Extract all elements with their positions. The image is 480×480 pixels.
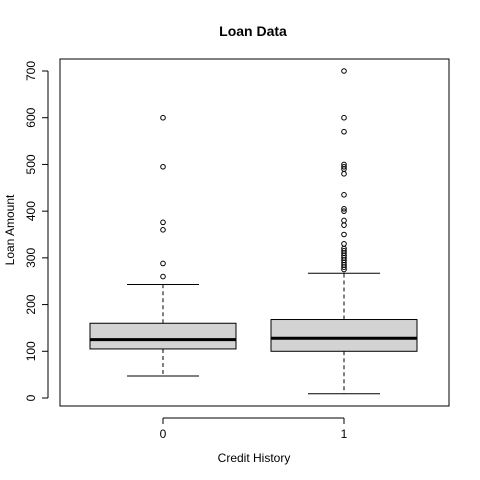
y-tick-label: 700: [24, 61, 38, 81]
outlier-point: [160, 114, 166, 121]
y-tick-label: 300: [24, 248, 38, 268]
y-tick-label: 0: [24, 394, 38, 401]
outlier-point: [160, 227, 166, 233]
outlier-point: [160, 260, 166, 267]
outlier-point: [341, 208, 347, 214]
plot-frame: [59, 58, 450, 407]
x-axis-label: Credit History: [218, 451, 291, 465]
y-tick-label: 400: [24, 201, 38, 221]
outlier-point: [341, 170, 347, 177]
outlier-point: [341, 231, 347, 238]
outlier-point: [341, 114, 347, 121]
outlier-point: [341, 206, 347, 212]
outlier-point: [341, 241, 347, 247]
outlier-point: [341, 163, 347, 170]
outlier-point: [341, 68, 347, 74]
outlier-point: [341, 222, 347, 228]
outlier-point: [341, 191, 347, 198]
y-tick-label: 600: [24, 107, 38, 127]
outlier-point: [341, 248, 347, 254]
outlier-point: [341, 128, 347, 135]
outlier-point: [341, 161, 347, 168]
outlier-point: [160, 273, 166, 280]
y-axis-label: Loan Amount: [3, 194, 17, 265]
iqr-box: [89, 322, 237, 350]
plot-area: 0 100 200 300 400 500 600 700 0 1: [24, 61, 418, 441]
y-tick-label: 500: [24, 154, 38, 174]
outlier-point: [160, 219, 166, 226]
outlier-point: [341, 217, 347, 224]
chart-title: Loan Data: [219, 23, 287, 39]
y-tick-label: 100: [24, 341, 38, 361]
x-tick-label: 0: [160, 427, 167, 441]
iqr-box: [270, 319, 418, 352]
y-tick-label: 200: [24, 294, 38, 314]
outlier-point: [160, 163, 166, 170]
x-tick-label: 1: [341, 427, 348, 441]
